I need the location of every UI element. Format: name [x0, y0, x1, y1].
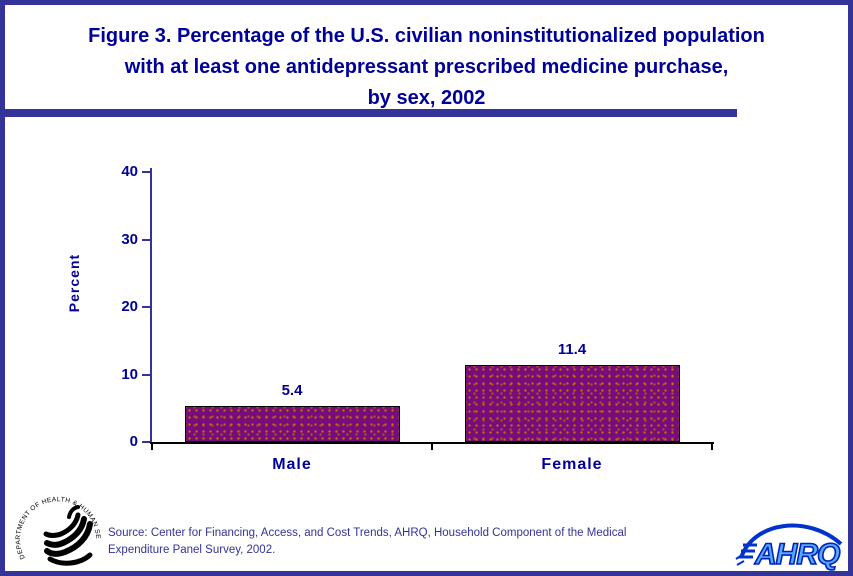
y-tick-mark — [142, 441, 150, 443]
ahrq-logo: AHRQ — [735, 523, 843, 571]
y-tick-mark — [142, 171, 150, 173]
bar-female — [464, 365, 680, 442]
y-axis-title: Percent — [66, 253, 82, 313]
bar-value-label-male: 5.4 — [281, 382, 303, 399]
x-axis-line — [150, 442, 714, 444]
y-tick-mark — [142, 306, 150, 308]
source-note-line-2: Expenditure Panel Survey, 2002. — [108, 544, 276, 556]
y-tick-label: 0 — [129, 433, 138, 450]
bar-value-label-female: 11.4 — [557, 341, 587, 358]
figure-title: Figure 3. Percentage of the U.S. civilia… — [5, 21, 848, 114]
source-note: Source: Center for Financing, Access, an… — [108, 525, 718, 559]
x-tick-mark — [711, 444, 713, 450]
figure-title-line-2: with at least one antidepressant prescri… — [124, 56, 729, 78]
bar-chart: Percent 0 10 20 30 40 5.4 Male 11.4 Female — [5, 5, 848, 571]
x-tick-mark — [431, 444, 433, 450]
category-label-female: Female — [541, 456, 603, 473]
hhs-eagle-icon — [43, 505, 93, 566]
hhs-logo: DEPARTMENT OF HEALTH & HUMAN SERVICES • … — [12, 487, 101, 566]
ahrq-logo-text: AHRQ — [754, 538, 840, 571]
y-axis-line — [150, 168, 152, 444]
y-tick-label: 10 — [121, 365, 138, 383]
figure-title-line-3: by sex, 2002 — [367, 87, 486, 109]
source-note-line-1: Source: Center for Financing, Access, an… — [108, 527, 627, 539]
y-tick-mark — [142, 373, 150, 376]
y-tick-mark — [142, 238, 150, 241]
bar-male — [184, 406, 400, 442]
category-label-male: Male — [272, 456, 312, 473]
ahrq-speed-lines-icon — [739, 543, 757, 559]
y-tick-label: 30 — [121, 230, 138, 248]
y-tick-label: 20 — [121, 298, 138, 315]
figure-title-line-1: Figure 3. Percentage of the U.S. civilia… — [88, 25, 765, 47]
title-divider-bar — [5, 109, 737, 117]
y-tick-label: 40 — [121, 163, 138, 180]
x-tick-mark — [151, 444, 153, 450]
